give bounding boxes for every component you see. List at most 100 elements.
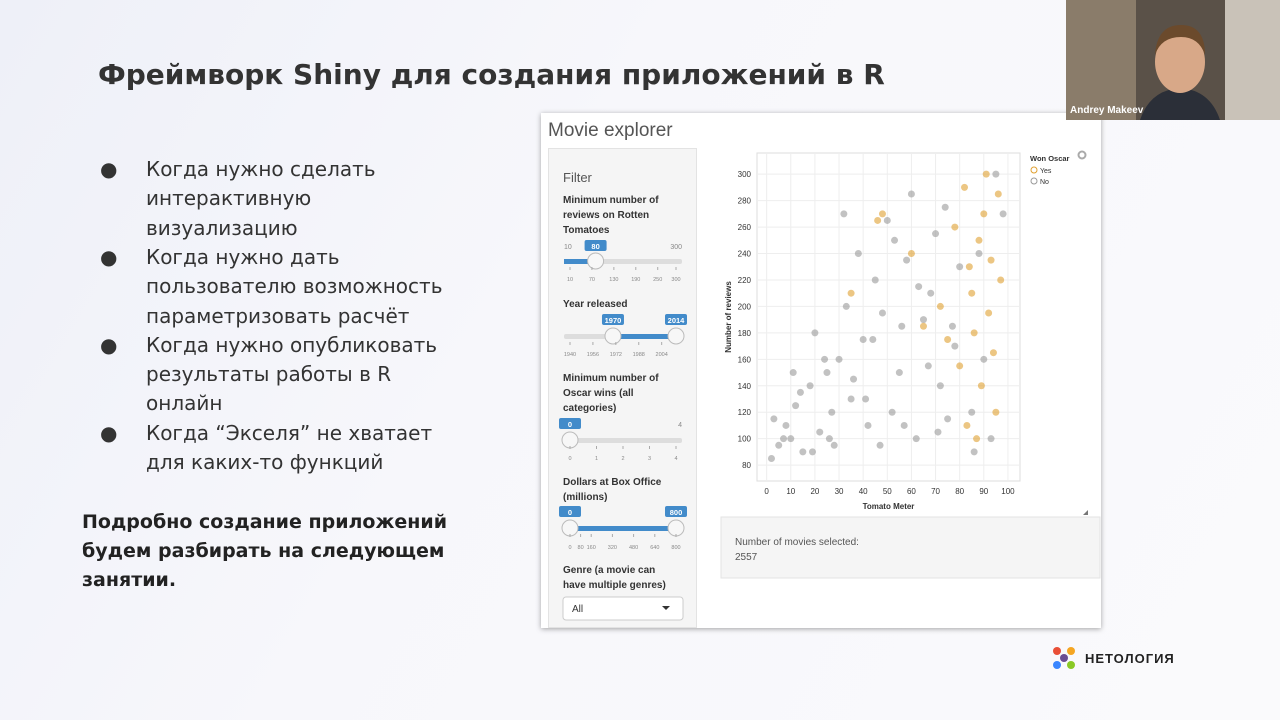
slider-tick-label: 320 <box>608 545 617 551</box>
slider-label: Minimum number of reviews on Rotten Toma… <box>563 195 659 236</box>
scatter-point <box>944 415 952 423</box>
logo-dot <box>1053 647 1061 655</box>
bullet-line: параметризовать расчёт <box>146 303 410 328</box>
slider-tick-label: 1972 <box>610 352 622 358</box>
dropdown-arrow <box>662 606 670 610</box>
y-tick-label: 140 <box>738 382 752 391</box>
y-tick-label: 240 <box>738 250 752 259</box>
scatter-point <box>968 289 976 297</box>
scatter-point <box>770 415 778 423</box>
scatter-point <box>903 256 911 264</box>
scatter-point <box>936 302 944 310</box>
scatter-point <box>821 355 829 363</box>
gear-icon[interactable] <box>1077 150 1087 160</box>
x-tick-label: 70 <box>931 487 940 496</box>
slider-handle[interactable] <box>667 327 685 345</box>
scatter-point <box>992 170 1000 178</box>
scatter-point <box>830 441 838 449</box>
scatter-point <box>987 435 995 443</box>
scatter-point <box>796 388 804 396</box>
bullet-line: онлайн <box>146 391 223 416</box>
video-window <box>1225 0 1280 120</box>
slider-handle[interactable] <box>587 252 605 270</box>
scatter-point <box>823 369 831 377</box>
y-tick-label: 80 <box>742 461 751 470</box>
y-axis-label: Number of reviews <box>724 281 733 353</box>
slider-value: 0 <box>568 508 572 517</box>
video-face <box>1155 31 1205 93</box>
scatter-point <box>907 190 915 198</box>
y-tick-label: 260 <box>738 223 752 232</box>
scatter-point <box>850 375 858 383</box>
y-tick-label: 100 <box>738 435 752 444</box>
app-title: Movie explorer <box>548 120 673 141</box>
slider-value: 1970 <box>605 316 622 325</box>
x-tick-label: 0 <box>764 487 769 496</box>
slider-tick-label: 1 <box>595 456 598 462</box>
slider-tick-label: 1940 <box>564 352 576 358</box>
logo-dot <box>1067 661 1075 669</box>
slider-value: 2014 <box>668 316 686 325</box>
scatter-point <box>932 230 940 238</box>
scatter-point <box>792 402 800 410</box>
scatter-point <box>936 382 944 390</box>
genre-select[interactable] <box>562 596 684 621</box>
scatter-point <box>970 329 978 337</box>
scatter-point <box>975 236 983 244</box>
slider-tick-label: 130 <box>609 277 618 283</box>
x-tick-label: 90 <box>979 487 988 496</box>
bullet-dot: ● <box>100 332 118 357</box>
logo-dot <box>1067 647 1075 655</box>
status-label: Number of movies selected: <box>735 537 859 548</box>
slider-badge <box>559 506 581 517</box>
slider-handle[interactable] <box>561 519 579 537</box>
slide-title: Фреймворк Shiny для создания приложений … <box>98 58 885 91</box>
y-tick-label: 280 <box>738 197 752 206</box>
slider-tick-label: 70 <box>589 277 595 283</box>
scatter-point <box>997 276 1005 284</box>
scatter-point <box>854 250 862 258</box>
scatter-point <box>878 210 886 218</box>
slider-handle[interactable] <box>604 327 622 345</box>
scatter-point <box>944 335 952 343</box>
bullet-line: результаты работы в R <box>146 362 392 387</box>
slider-tick-label: 2 <box>621 456 624 462</box>
scatter-point <box>982 170 990 178</box>
scatter-point <box>941 203 949 211</box>
slider-badge <box>584 240 607 251</box>
legend-title: Won Oscar <box>1030 154 1070 163</box>
scatter-point <box>927 289 935 297</box>
genre-value: All <box>572 604 583 615</box>
scatter-point <box>864 421 872 429</box>
slider-tick-label: 800 <box>671 545 680 551</box>
scatter-point <box>808 448 816 456</box>
sidebar <box>548 148 697 628</box>
y-tick-label: 200 <box>738 302 752 311</box>
x-tick-label: 100 <box>1001 487 1015 496</box>
slider-handle[interactable] <box>561 431 579 449</box>
slider-handle[interactable] <box>667 519 685 537</box>
slider-tick-label: 640 <box>650 545 659 551</box>
slider-label: Dollars at Box Office (millions) <box>563 477 662 503</box>
scatter-point <box>888 408 896 416</box>
scatter-point <box>876 441 884 449</box>
note-line: Подробно создание приложений <box>82 511 448 533</box>
scatter-point <box>895 369 903 377</box>
scatter-point <box>924 362 932 370</box>
slider-badge <box>665 506 687 517</box>
scatter-point <box>840 210 848 218</box>
scatter-point <box>956 362 964 370</box>
scatter-point <box>862 395 870 403</box>
logo-icon <box>1053 647 1075 669</box>
legend-swatch <box>1030 166 1038 174</box>
slider-tick-label: 80 <box>578 545 584 551</box>
slider-tick-label: 0 <box>568 456 571 462</box>
scatter-point <box>968 408 976 416</box>
scatter-point <box>878 309 886 317</box>
slider-min: 10 <box>564 244 572 251</box>
x-tick-label: 80 <box>955 487 964 496</box>
logo-dot <box>1053 661 1061 669</box>
scatter-point <box>919 316 927 324</box>
